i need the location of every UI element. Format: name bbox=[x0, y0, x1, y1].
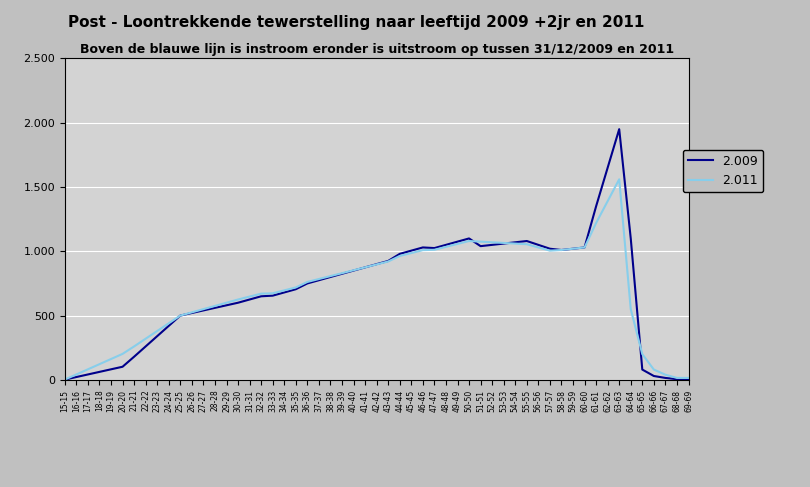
Legend: 2.009, 2.011: 2.009, 2.011 bbox=[683, 150, 763, 192]
2.011 bbox=[614, 176, 624, 182]
2.011 bbox=[291, 284, 301, 290]
Line: 2.009: 2.009 bbox=[65, 129, 688, 379]
2.011 bbox=[210, 303, 220, 309]
2.009 bbox=[176, 313, 185, 318]
2.009 bbox=[672, 376, 682, 382]
2.011 bbox=[684, 375, 693, 381]
2.009 bbox=[626, 236, 636, 242]
2.011 bbox=[626, 306, 636, 312]
2.011 bbox=[672, 375, 682, 381]
2.009 bbox=[210, 305, 220, 311]
2.009 bbox=[130, 354, 139, 359]
Title: Boven de blauwe lijn is instroom eronder is uitstroom op tussen 31/12/2009 en 20: Boven de blauwe lijn is instroom eronder… bbox=[79, 43, 674, 56]
2.011 bbox=[176, 313, 185, 318]
2.011 bbox=[60, 376, 70, 382]
2.009 bbox=[684, 376, 693, 382]
2.009 bbox=[291, 286, 301, 292]
Line: 2.011: 2.011 bbox=[65, 179, 688, 379]
2.009 bbox=[614, 126, 624, 132]
Text: Post - Loontrekkende tewerstelling naar leeftijd 2009 +2jr en 2011: Post - Loontrekkende tewerstelling naar … bbox=[68, 15, 645, 30]
2.011 bbox=[130, 343, 139, 349]
2.009 bbox=[60, 376, 70, 382]
